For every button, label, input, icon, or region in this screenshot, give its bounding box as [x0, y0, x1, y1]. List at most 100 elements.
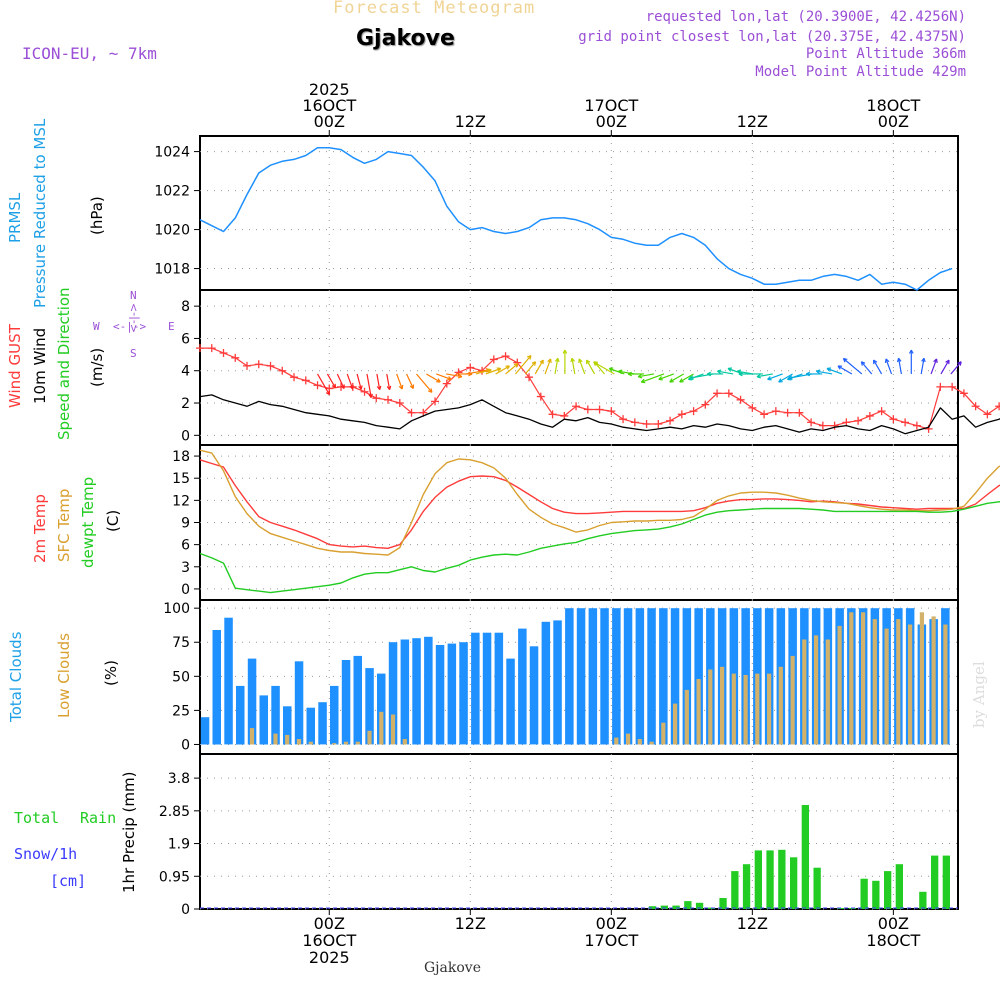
gust-marker	[677, 410, 686, 419]
gust-marker	[771, 407, 780, 416]
low-clouds-bar	[661, 722, 666, 745]
wind-direction-arrowhead	[409, 384, 415, 389]
gust-marker	[654, 420, 663, 429]
total-clouds-bar	[259, 695, 268, 745]
gust-marker	[795, 408, 804, 417]
requested-coords: requested lon,lat (20.3900E, 42.4256N)	[645, 9, 966, 25]
total-clouds-bar	[341, 660, 351, 745]
total-clouds-bar	[224, 617, 233, 745]
gust-marker	[243, 361, 252, 370]
total-clouds-bar	[659, 608, 668, 745]
wind-direction-arrow	[356, 373, 362, 390]
time-label-bottom-4-1: 18OCT	[866, 931, 920, 950]
low-clouds-bar	[684, 689, 689, 745]
ytick-label-3-0: 0	[181, 737, 190, 753]
precip-rain-label: Rain	[80, 809, 117, 827]
gust-marker	[454, 368, 463, 377]
gust-marker	[724, 389, 733, 398]
wind-direction-arrowhead	[593, 361, 598, 366]
gridpoint-coords: grid point closest lon,lat (20.375E, 42.…	[578, 29, 966, 45]
wind-direction-arrowhead	[826, 367, 832, 372]
wind-direction-arrowhead	[627, 371, 632, 377]
rain-bar	[719, 898, 727, 909]
wind-direction-arrowhead	[945, 359, 950, 365]
low-clouds-bar	[367, 730, 372, 745]
wind-direction-arrow	[930, 358, 938, 375]
gust-marker	[995, 402, 1000, 411]
gust-marker	[278, 366, 287, 375]
gust-label: Wind GUST	[6, 324, 24, 408]
wind-direction-arrow	[837, 365, 853, 375]
location-title: Gjakove	[356, 26, 455, 51]
gust-marker	[313, 381, 322, 390]
time-label-bottom-3-0: 12Z	[737, 914, 768, 933]
compass-s-label: S	[130, 347, 137, 360]
wind-direction-arrowhead	[707, 371, 712, 377]
faded-title: Forecast Meteogram	[333, 0, 536, 18]
wind-direction-label: Speed and Direction	[55, 287, 73, 440]
ytick-label-3-3: 75	[172, 635, 190, 651]
gust-marker	[619, 415, 628, 424]
wind-direction-arrowhead	[554, 357, 560, 363]
gust-marker	[948, 382, 957, 391]
wind10m-line	[199, 394, 1000, 435]
wind-direction-arrowhead	[860, 361, 866, 366]
pressure-line	[199, 146, 953, 291]
wind-direction-arrow	[505, 363, 519, 375]
gust-marker	[372, 394, 381, 403]
low-clouds-bar	[343, 741, 349, 745]
gust-marker	[854, 416, 863, 425]
rain-bar	[766, 850, 774, 909]
low-clouds-bar	[649, 741, 654, 745]
gust-marker	[689, 407, 698, 416]
total-clouds-bar	[494, 632, 504, 745]
wind-direction-arrow	[826, 367, 843, 375]
wind-direction-arrowhead	[727, 367, 733, 372]
wind-direction-arrowhead	[921, 357, 926, 363]
total-clouds-bar	[588, 608, 598, 745]
rain-bar	[919, 891, 927, 909]
temp2m-label: 2m Temp	[31, 494, 49, 563]
wind-direction-arrowhead	[578, 358, 583, 363]
wind-direction-arrow	[326, 373, 336, 389]
rain-bar	[801, 805, 809, 909]
rain-bar	[872, 880, 880, 909]
gust-marker	[666, 416, 675, 425]
wind-direction-arrowhead	[505, 365, 510, 370]
gust-marker	[760, 410, 769, 419]
wind-direction-arrowhead	[376, 385, 382, 391]
sfctemp-line	[199, 449, 1000, 556]
wind-direction-arrow	[950, 361, 962, 375]
wind-direction-arrowhead	[689, 375, 694, 380]
total-clouds-bar	[635, 608, 645, 745]
wind-direction-arrow	[396, 373, 403, 390]
gust-marker	[572, 402, 581, 411]
wind-direction-arrowhead	[896, 357, 902, 363]
wind-direction-arrow	[756, 373, 773, 378]
rain-bar	[813, 867, 821, 909]
ytick-label-4-0: 0	[181, 902, 190, 918]
ytick-label-0-1: 1020	[154, 223, 190, 239]
time-label-bottom-2-0: 00Z	[596, 914, 627, 933]
total-clouds-bar	[471, 632, 480, 745]
low-clouds-bar	[790, 655, 795, 745]
wind-direction-arrow	[873, 359, 883, 375]
wind-direction-arrowhead	[325, 390, 331, 396]
time-label-bottom-2-1: 17OCT	[584, 931, 638, 950]
total-clouds-bar	[424, 636, 433, 745]
ytick-label-1-2: 4	[181, 364, 190, 380]
gust-marker	[207, 344, 216, 353]
wind-direction-arrowhead	[640, 378, 646, 384]
total-clouds-bar	[412, 638, 421, 745]
wind-direction-arrow	[641, 373, 665, 383]
lowclouds-label: Low Clouds	[55, 633, 73, 718]
ytick-label-2-6: 18	[172, 449, 190, 465]
low-clouds-bar	[802, 639, 807, 745]
wind-direction-arrow	[386, 373, 391, 390]
time-label-bottom-0-1: 16OCT	[302, 931, 356, 950]
gust-marker	[536, 392, 545, 401]
gust-marker	[595, 405, 604, 414]
total-clouds-bar	[294, 661, 304, 745]
low-clouds-bar	[296, 739, 302, 745]
